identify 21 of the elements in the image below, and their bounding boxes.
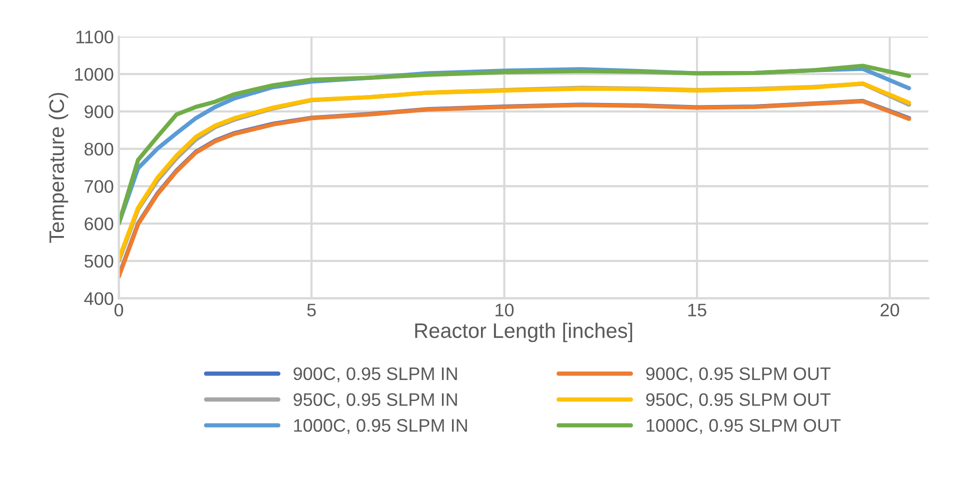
legend-label: 950C, 0.95 SLPM IN [294,393,457,408]
y-tick-label: 900 [84,105,114,118]
legend-label: 1000C, 0.95 SLPM IN [294,419,467,434]
y-tick-label: 800 [84,142,114,156]
legend-label: 950C, 0.95 SLPM OUT [646,393,831,408]
y-tick-label: 700 [84,180,114,193]
legend-label: 1000C, 0.95 SLPM OUT [646,419,841,434]
y-tick-label: 1100 [76,30,114,44]
legend-label: 900C, 0.95 SLPM IN [294,367,457,382]
x-tick-label: 5 [307,304,316,316]
x-tick-label: 20 [880,304,900,316]
x-axis-title: Reactor Length [inches] [415,322,632,342]
x-tick-label: 0 [114,304,124,316]
x-tick-label: 10 [496,304,514,316]
y-tick-label: 500 [84,254,114,268]
legend-label: 900C, 0.95 SLPM OUT [646,367,831,382]
y-tick-label: 400 [84,292,114,306]
y-axis-title: Temperature (C) [48,92,68,243]
x-tick-label: 15 [688,304,706,316]
y-tick-label: 600 [84,217,114,230]
y-tick-label: 1000 [75,68,114,81]
